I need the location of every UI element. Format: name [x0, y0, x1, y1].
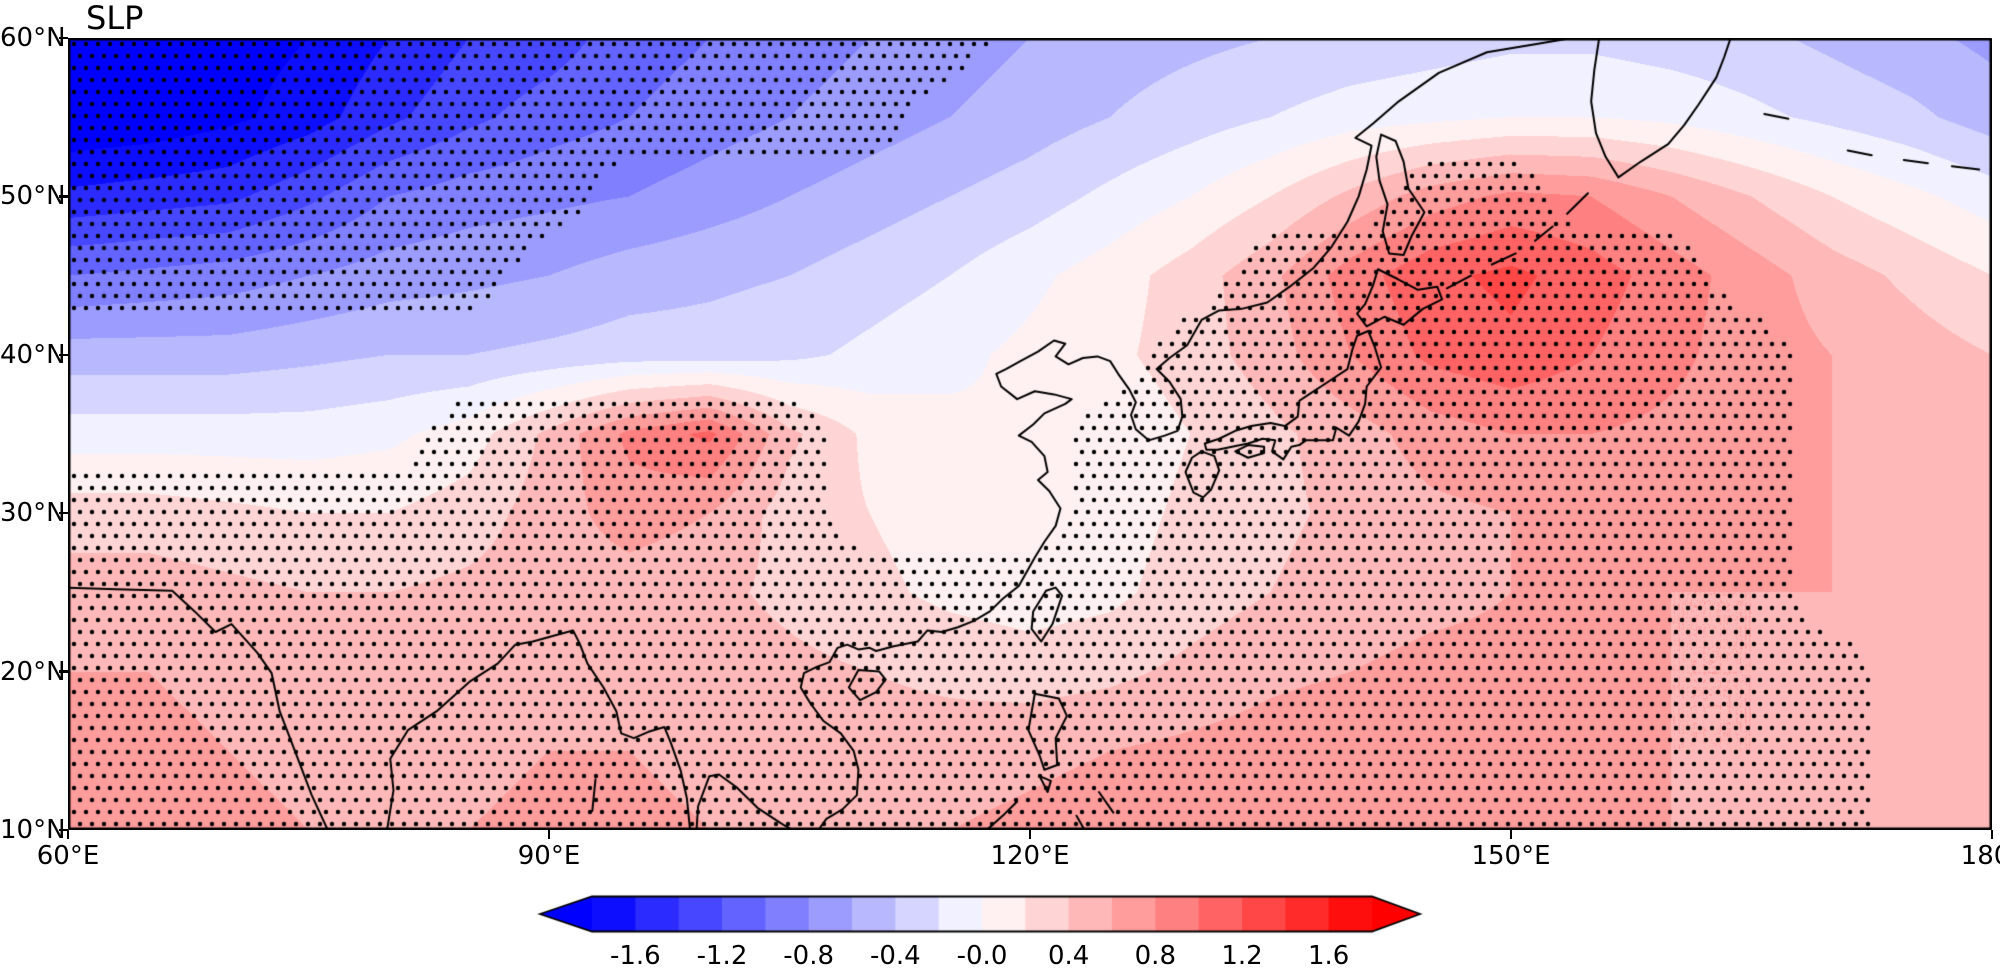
- x-axis-tick: [1028, 830, 1032, 839]
- x-tick-label: 180°: [1960, 841, 2000, 871]
- y-tick-label: 20°N: [0, 656, 66, 687]
- y-axis-tick: [59, 36, 68, 40]
- y-tick-label: 30°N: [0, 498, 66, 529]
- y-tick-label: 40°N: [0, 339, 66, 370]
- colorbar-tick-label: -0.0: [956, 941, 1008, 971]
- y-axis-tick: [59, 828, 68, 832]
- colorbar-tick-label: 0.8: [1134, 941, 1176, 971]
- colorbar-tick-label: 1.6: [1307, 941, 1350, 971]
- x-axis-tick: [66, 830, 70, 839]
- colorbar-tick-label: 1.2: [1221, 941, 1263, 971]
- y-axis-tick: [59, 353, 68, 356]
- map-canvas: [68, 38, 1992, 830]
- x-tick-label: 150°E: [1471, 841, 1551, 871]
- y-axis-tick: [59, 670, 68, 673]
- y-tick-label: 50°N: [0, 181, 66, 212]
- x-axis-tick: [1509, 830, 1513, 839]
- y-axis-tick: [59, 195, 68, 198]
- colorbar-tick-label: -0.8: [783, 941, 835, 971]
- x-tick-label: 60°E: [36, 841, 100, 871]
- colorbar: [537, 893, 1423, 935]
- x-axis-tick: [1990, 830, 1994, 839]
- plot-title: SLP: [86, 0, 144, 37]
- y-tick-label: 60°N: [0, 23, 66, 53]
- colorbar-tick-label: -1.2: [696, 941, 748, 971]
- x-tick-label: 120°E: [990, 841, 1070, 871]
- y-tick-label: 10°N: [0, 815, 66, 845]
- colorbar-tick-label: 0.4: [1047, 941, 1090, 971]
- colorbar-tick-label: -1.6: [609, 941, 661, 971]
- x-axis-tick: [547, 830, 551, 839]
- colorbar-tick-label: -0.4: [869, 941, 921, 971]
- y-axis-tick: [59, 512, 68, 515]
- x-tick-label: 90°E: [517, 841, 581, 871]
